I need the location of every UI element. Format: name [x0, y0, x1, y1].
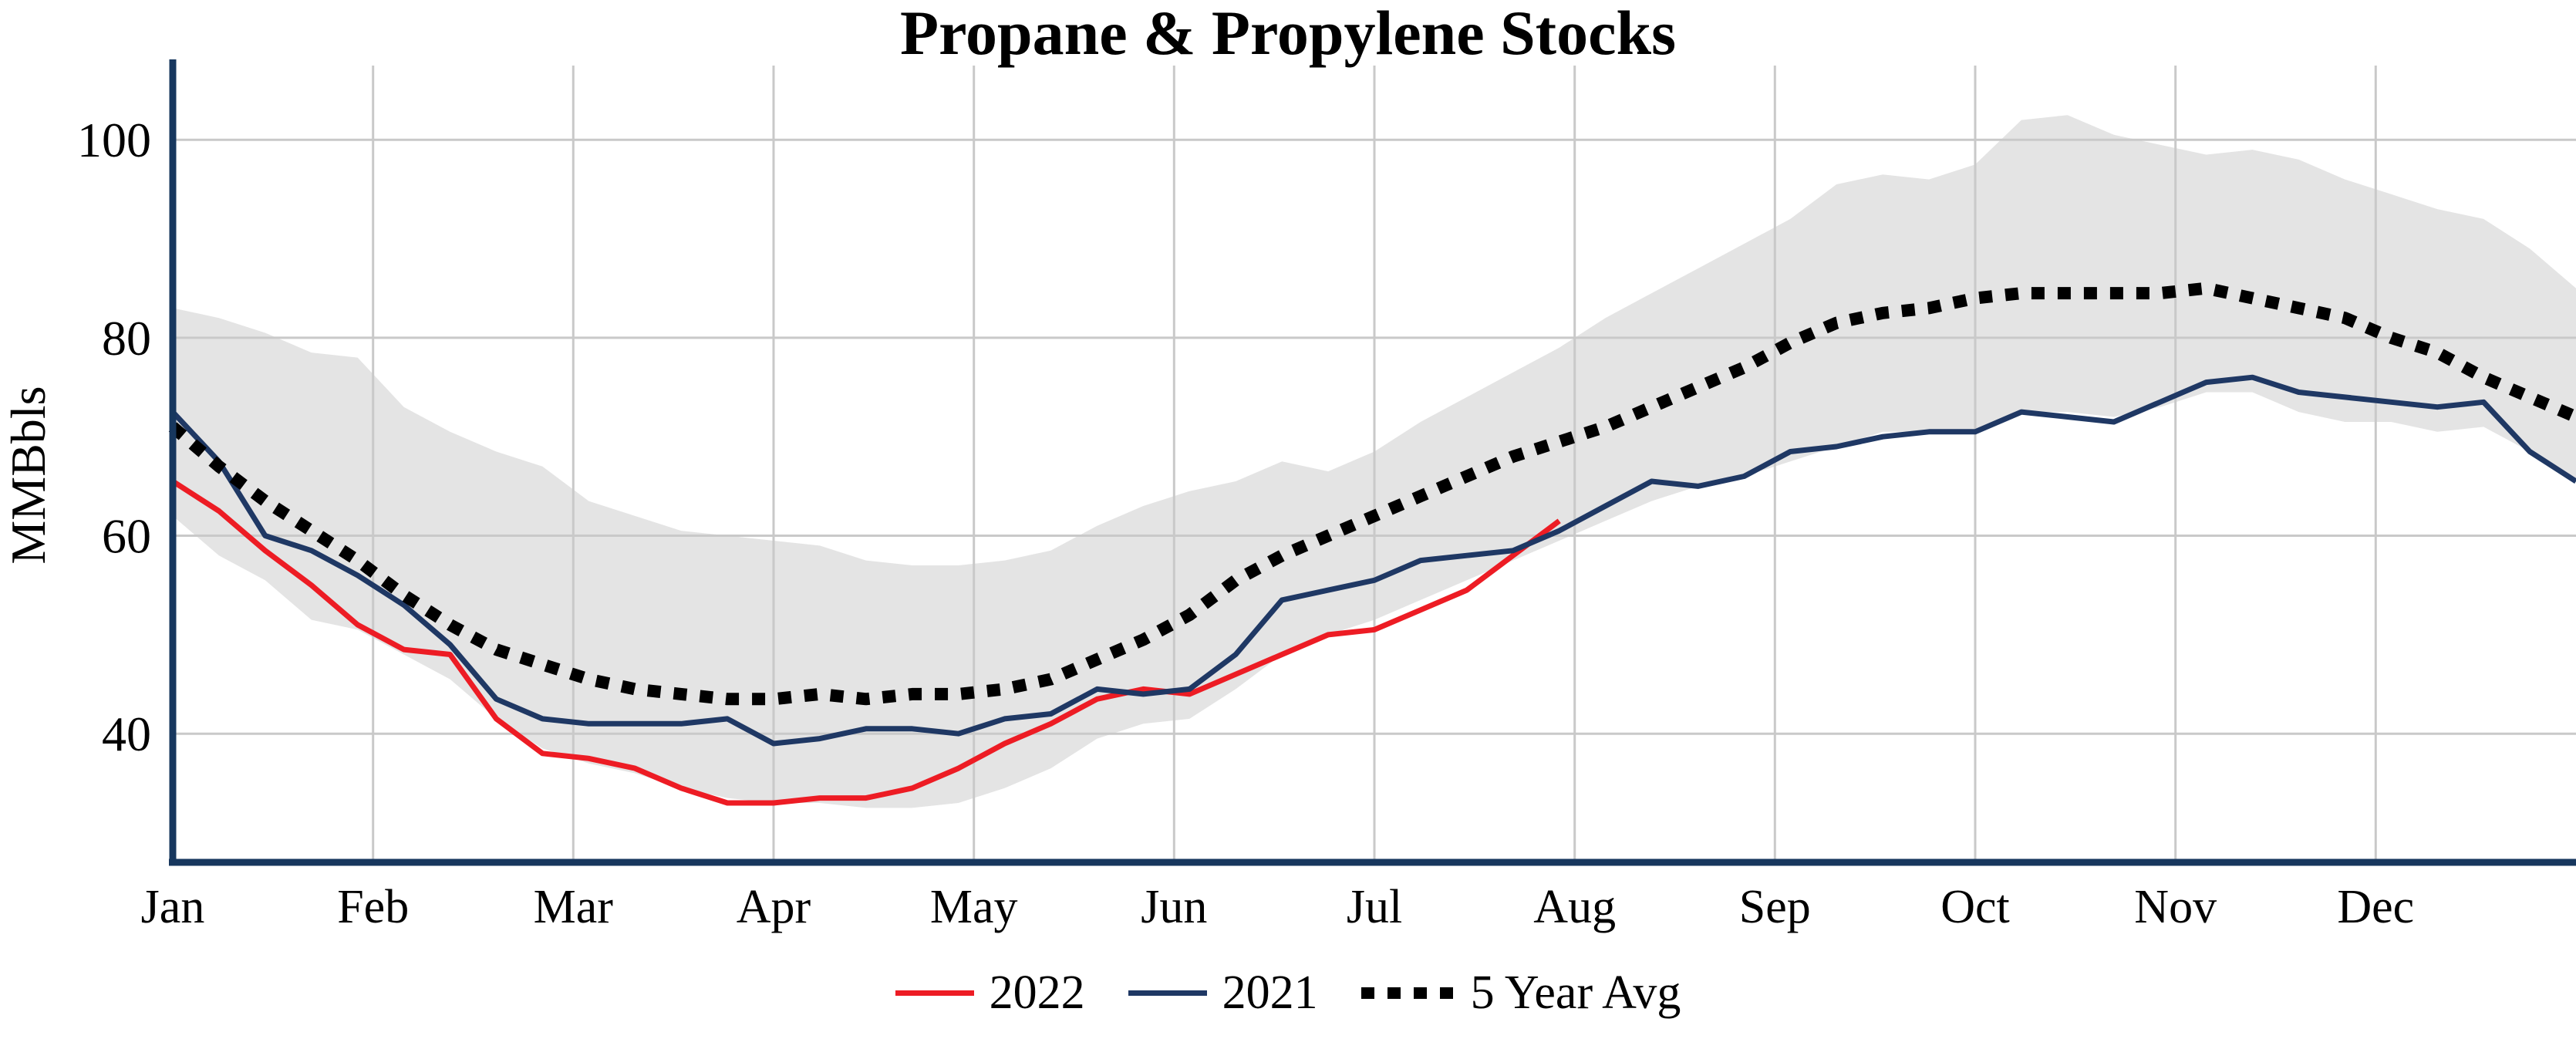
- legend: 2022 2021 5 Year Avg: [0, 966, 2576, 1020]
- x-tick-label-May: May: [930, 881, 1018, 933]
- legend-label-5-year-avg: 5 Year Avg: [1470, 966, 1681, 1019]
- y-tick-label-40: 40: [102, 707, 151, 761]
- y-tick-label-60: 60: [102, 509, 151, 564]
- y-tick-label-100: 100: [77, 113, 151, 167]
- legend-swatch-5-year-avg: [1360, 987, 1455, 999]
- x-tick-label-Mar: Mar: [534, 881, 614, 933]
- x-tick-label-Apr: Apr: [737, 881, 811, 933]
- x-tick-label-Dec: Dec: [2337, 881, 2414, 933]
- series-line-2021: [170, 374, 2576, 747]
- series-line-2022: [171, 479, 1561, 806]
- x-tick-label-Oct: Oct: [1940, 881, 2010, 933]
- x-tick-label-Nov: Nov: [2134, 881, 2217, 933]
- x-tick-label-Sep: Sep: [1739, 881, 1811, 933]
- series-line-5-year-avg: [168, 282, 2576, 706]
- legend-swatch-2022: [895, 990, 974, 996]
- legend-item-2021: 2021: [1128, 966, 1318, 1020]
- legend-item-5-year-avg: 5 Year Avg: [1360, 966, 1681, 1020]
- legend-label-2022: 2022: [989, 966, 1085, 1019]
- y-axis-label: MMBbls: [1, 386, 56, 564]
- legend-item-2022: 2022: [895, 966, 1085, 1020]
- x-tick-label-Jan: Jan: [141, 881, 205, 933]
- y-tick-label-80: 80: [102, 311, 151, 366]
- legend-swatch-2021: [1128, 990, 1207, 996]
- chart-title: Propane & Propylene Stocks: [899, 0, 1677, 68]
- legend-label-2021: 2021: [1222, 966, 1318, 1019]
- x-tick-label-Aug: Aug: [1533, 881, 1616, 933]
- x-tick-label-Jul: Jul: [1347, 881, 1402, 933]
- x-tick-label-Jun: Jun: [1141, 881, 1207, 933]
- x-tick-label-Feb: Feb: [337, 881, 409, 933]
